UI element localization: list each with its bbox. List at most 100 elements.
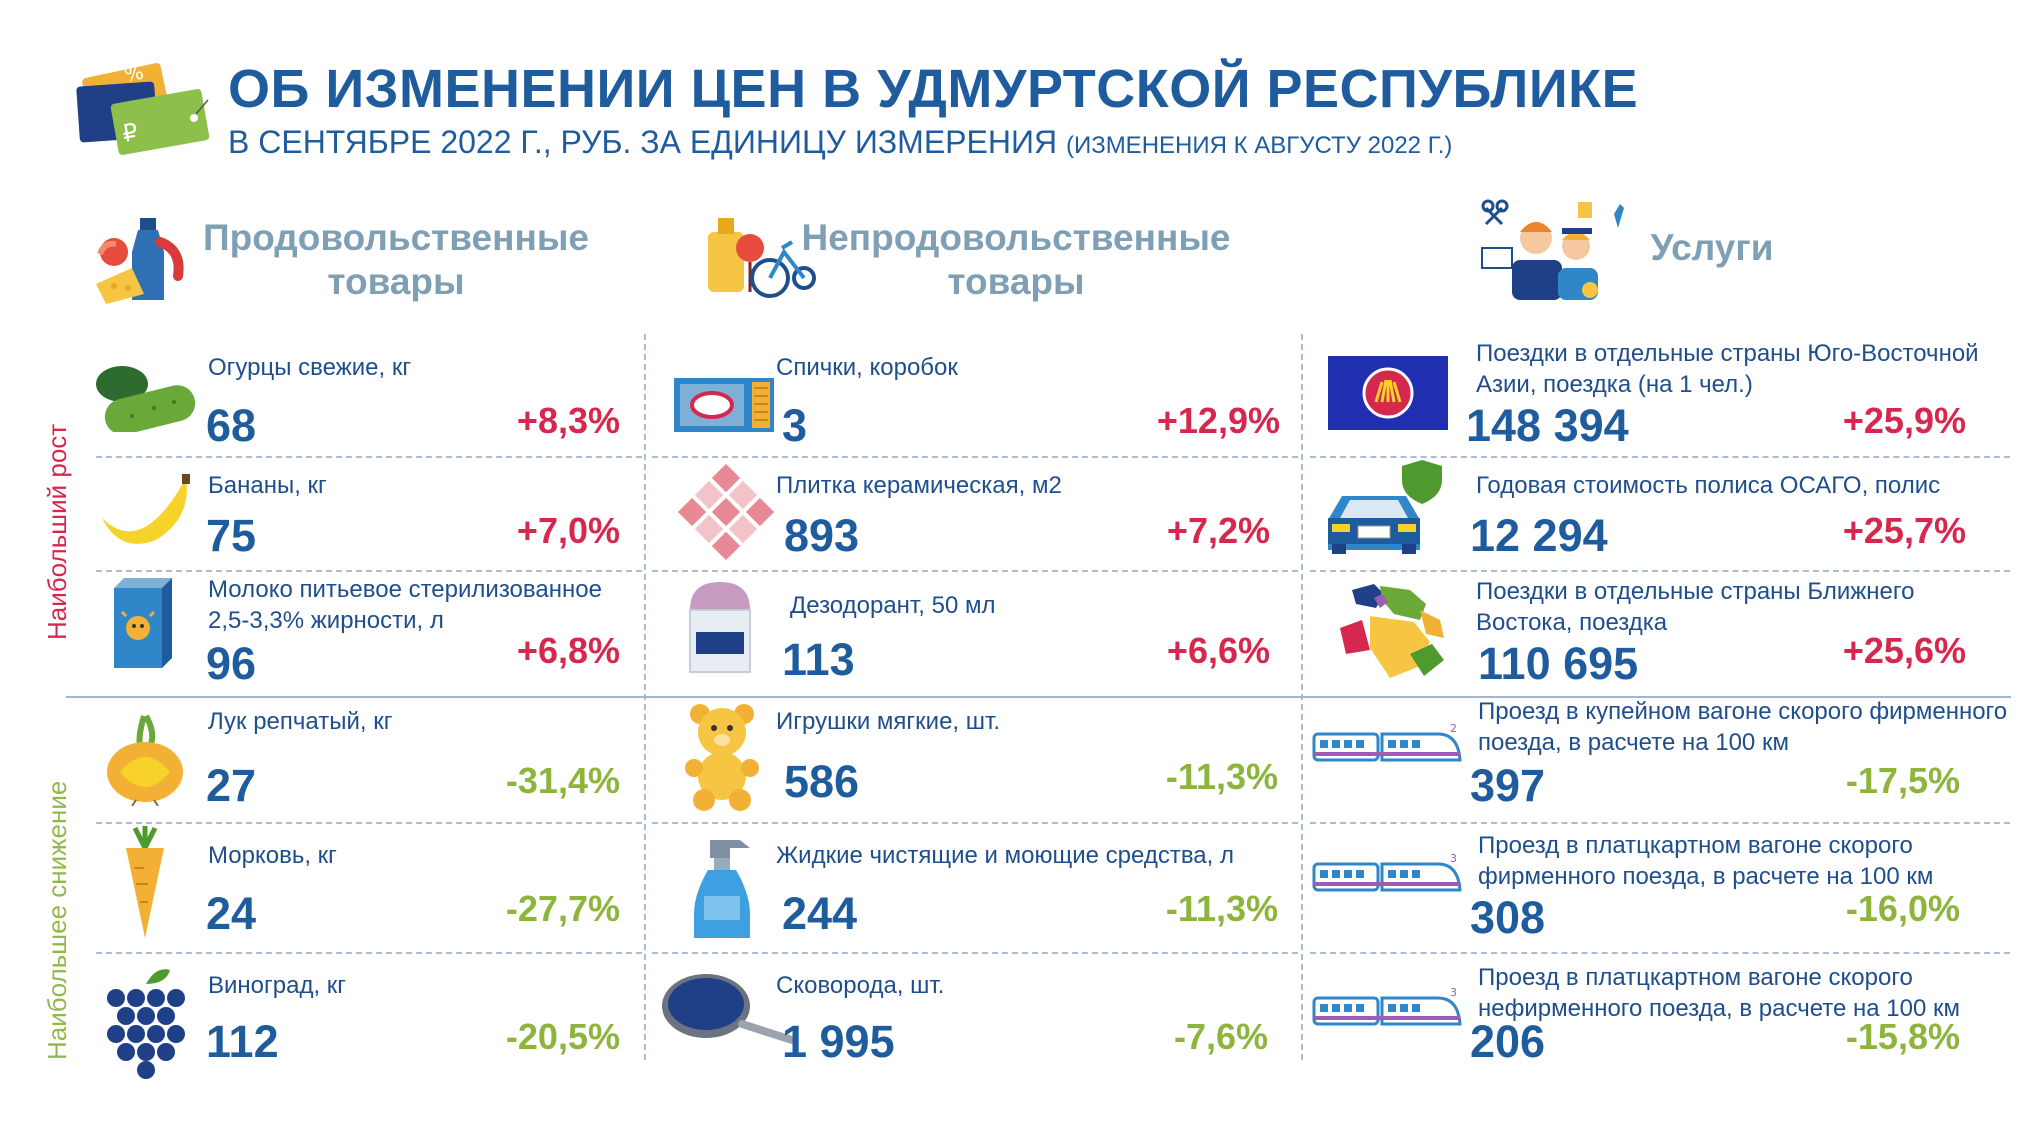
item-change: +25,9% bbox=[1842, 400, 1966, 441]
item-change: -11,3% bbox=[1165, 756, 1278, 797]
item-price: 75 bbox=[206, 510, 257, 561]
row-divider bbox=[96, 952, 642, 954]
item-change: -11,3% bbox=[1165, 888, 1278, 929]
item-price: 397 bbox=[1470, 760, 1546, 811]
row-divider bbox=[96, 570, 642, 572]
item-name: Проезд в платцкартном вагоне скорого неф… bbox=[1478, 964, 1960, 1022]
item-price: 12 294 bbox=[1470, 510, 1608, 561]
row-divider bbox=[652, 822, 1298, 824]
item-name: Плитка керамическая, м2 bbox=[776, 472, 1062, 499]
item-name: Годовая стоимость полиса ОСАГО, полис bbox=[1476, 472, 1941, 499]
item-change: +8,3% bbox=[516, 400, 620, 441]
category-food-title: Продовольственные товары bbox=[196, 216, 596, 304]
category-nonfood-line1: Непродовольственные bbox=[801, 217, 1231, 258]
item-name: Поездки в отдельные страны Юго-Восточной… bbox=[1476, 340, 1979, 398]
item-price: 68 bbox=[206, 400, 257, 451]
train-icon: 3 bbox=[1312, 986, 1462, 1026]
item-name: Молоко питьевое стерилизованное 2,5-3,3%… bbox=[208, 576, 602, 634]
train-class-badge: 3 bbox=[1450, 986, 1457, 999]
item-price: 24 bbox=[206, 888, 257, 939]
item-name: Проезд в платцкартном вагоне скорого фир… bbox=[1478, 832, 1934, 890]
row-divider bbox=[1310, 570, 2010, 572]
frying-pan-icon bbox=[662, 974, 796, 1044]
row-divider bbox=[1310, 456, 2010, 458]
grapes-icon bbox=[107, 969, 185, 1079]
svg-text:%: % bbox=[122, 59, 146, 86]
item-change: -15,8% bbox=[1845, 1016, 1960, 1057]
car-insurance-icon bbox=[1328, 460, 1442, 554]
deodorant-icon bbox=[689, 582, 751, 673]
row-divider bbox=[1310, 952, 2010, 954]
item-price: 110 695 bbox=[1478, 638, 1639, 689]
item-change: -27,7% bbox=[505, 888, 620, 929]
item-change: -7,6% bbox=[1173, 1016, 1268, 1057]
item-name: Дезодорант, 50 мл bbox=[790, 592, 996, 619]
item-price: 27 bbox=[206, 760, 257, 811]
item-change: -17,5% bbox=[1845, 760, 1960, 801]
category-food-line1: Продовольственные bbox=[203, 217, 589, 258]
item-price: 112 bbox=[206, 1016, 279, 1067]
item-price: 3 bbox=[782, 400, 808, 451]
item-price: 893 bbox=[784, 510, 860, 561]
item-name: Сковорода, шт. bbox=[776, 972, 945, 999]
milk-icon bbox=[114, 578, 172, 668]
row-divider bbox=[652, 570, 1298, 572]
item-change: +7,2% bbox=[1166, 510, 1270, 551]
item-price: 586 bbox=[784, 756, 860, 807]
onion-icon bbox=[107, 714, 183, 806]
item-name: Проезд в купейном вагоне скорого фирменн… bbox=[1478, 698, 2008, 756]
item-price: 308 bbox=[1470, 892, 1546, 943]
item-change: +25,7% bbox=[1842, 510, 1966, 551]
carrot-icon bbox=[126, 826, 164, 938]
side-label-fall: Наибольшее снижение bbox=[42, 780, 72, 1060]
item-change: -16,0% bbox=[1845, 888, 1960, 929]
item-change: +25,6% bbox=[1842, 630, 1966, 671]
side-label-rise: Наибольший рост bbox=[42, 423, 72, 640]
tile-icon bbox=[678, 464, 774, 560]
category-services-title: Услуги bbox=[1642, 226, 1782, 270]
item-price: 1 995 bbox=[782, 1016, 895, 1067]
item-change: +6,8% bbox=[516, 630, 620, 671]
food-basket-icon bbox=[96, 218, 184, 304]
matchbox-icon bbox=[674, 378, 774, 432]
item-name: Морковь, кг bbox=[208, 842, 337, 869]
asean-flag-icon bbox=[1328, 356, 1448, 430]
item-price: 244 bbox=[782, 888, 858, 939]
services-people-icon bbox=[1481, 199, 1624, 300]
item-name: Поездки в отдельные страны Ближнего Вост… bbox=[1476, 578, 1915, 636]
item-name: Бананы, кг bbox=[208, 472, 327, 499]
category-services-line1: Услуги bbox=[1650, 227, 1774, 268]
teddy-bear-icon bbox=[685, 704, 759, 811]
item-name: Спички, коробок bbox=[776, 354, 958, 381]
row-divider bbox=[652, 952, 1298, 954]
item-name: Виноград, кг bbox=[208, 972, 347, 999]
item-change: +7,0% bbox=[516, 510, 620, 551]
item-name: Огурцы свежие, кг bbox=[208, 354, 412, 381]
rise-fall-divider bbox=[66, 696, 2011, 698]
item-price: 113 bbox=[782, 634, 855, 685]
middle-east-map-icon bbox=[1340, 584, 1444, 678]
item-name: Игрушки мягкие, шт. bbox=[776, 708, 1001, 735]
row-divider bbox=[1310, 822, 2010, 824]
row-divider bbox=[96, 456, 642, 458]
page-subtitle: В СЕНТЯБРЕ 2022 Г., РУБ. ЗА ЕДИНИЦУ ИЗМЕ… bbox=[228, 124, 1452, 161]
page-title: ОБ ИЗМЕНЕНИИ ЦЕН В УДМУРТСКОЙ РЕСПУБЛИКЕ bbox=[228, 59, 1639, 119]
spray-bottle-icon bbox=[694, 840, 750, 938]
row-divider bbox=[652, 456, 1298, 458]
item-name: Жидкие чистящие и моющие средства, л bbox=[776, 842, 1234, 869]
category-nonfood-title: Непродовольственные товары bbox=[796, 216, 1236, 304]
train-icon: 3 bbox=[1312, 852, 1462, 892]
category-food-line2: товары bbox=[327, 261, 465, 302]
nonfood-goods-icon bbox=[708, 218, 816, 298]
category-nonfood-line2: товары bbox=[947, 261, 1085, 302]
cucumber-icon bbox=[96, 366, 196, 432]
item-price: 206 bbox=[1470, 1016, 1546, 1067]
item-change: -31,4% bbox=[505, 760, 620, 801]
train-class-badge: 2 bbox=[1450, 722, 1457, 735]
item-price: 148 394 bbox=[1466, 400, 1629, 451]
item-change: -20,5% bbox=[505, 1016, 620, 1057]
item-change: +12,9% bbox=[1156, 400, 1280, 441]
item-price: 96 bbox=[206, 638, 257, 689]
svg-text:₽: ₽ bbox=[120, 118, 140, 148]
price-tags-logo-icon: % ₽ bbox=[76, 59, 210, 155]
